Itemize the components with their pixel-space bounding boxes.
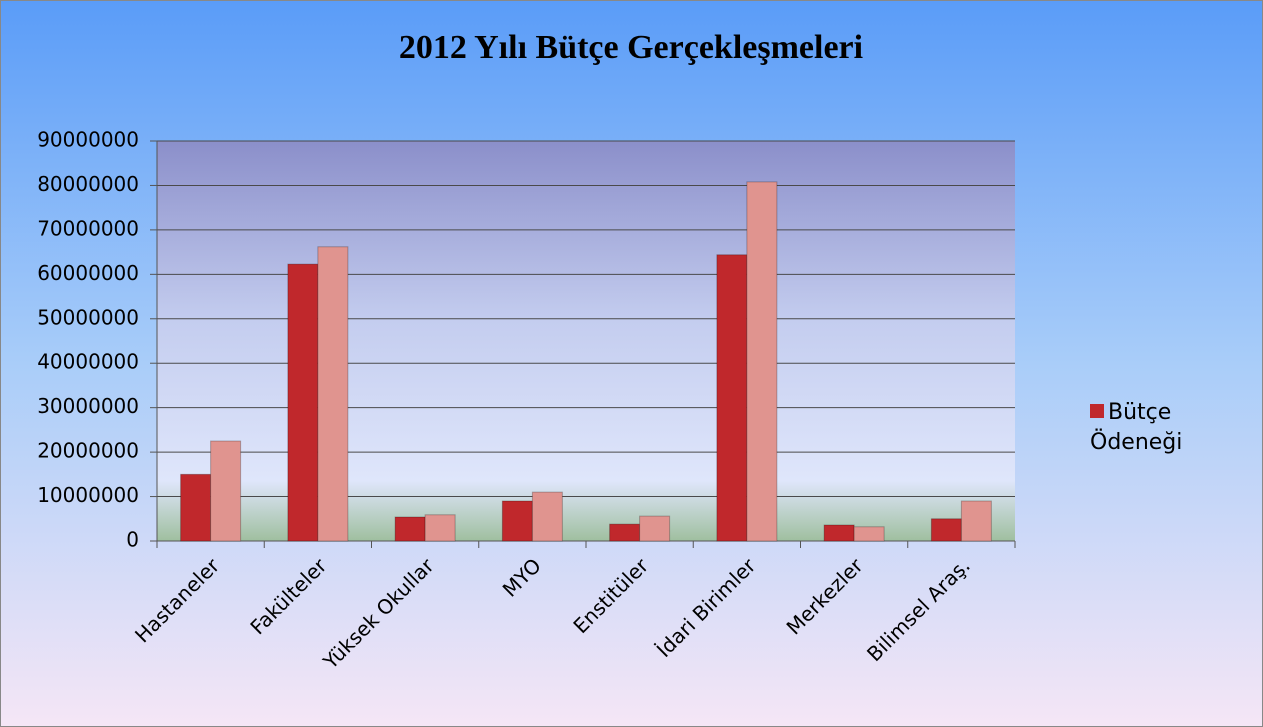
y-tick-label: 70000000 xyxy=(37,216,139,240)
legend-item: Bütçe Ödeneği xyxy=(1090,398,1240,458)
bar xyxy=(716,254,748,542)
bar xyxy=(609,523,641,542)
y-tick-label: 0 xyxy=(126,528,139,552)
bar xyxy=(746,181,778,542)
bar xyxy=(180,473,212,542)
y-tick-label: 20000000 xyxy=(37,439,139,463)
bar xyxy=(287,263,319,542)
bar xyxy=(960,500,992,542)
y-tick-label: 80000000 xyxy=(37,172,139,196)
y-tick-label: 90000000 xyxy=(37,128,139,152)
y-tick-label: 50000000 xyxy=(37,305,139,329)
bar xyxy=(930,518,962,542)
y-tick-label: 60000000 xyxy=(37,261,139,285)
legend-swatch xyxy=(1090,404,1104,418)
bar xyxy=(501,500,533,542)
legend-label: Bütçe Ödeneği xyxy=(1090,400,1183,455)
bar xyxy=(317,246,349,542)
legend: Bütçe Ödeneği xyxy=(1090,398,1240,458)
bar xyxy=(853,526,885,542)
y-tick-label: 30000000 xyxy=(37,394,139,418)
bar xyxy=(531,491,563,542)
chart-title: 2012 Yılı Bütçe Gerçekleşmeleri xyxy=(399,29,863,66)
plot-area xyxy=(157,141,1015,541)
bar xyxy=(394,516,426,542)
bar xyxy=(424,514,456,542)
bar xyxy=(823,524,855,542)
y-tick-label: 40000000 xyxy=(37,350,139,374)
bar xyxy=(210,440,242,542)
y-tick-label: 10000000 xyxy=(37,483,139,507)
bar xyxy=(639,515,671,542)
